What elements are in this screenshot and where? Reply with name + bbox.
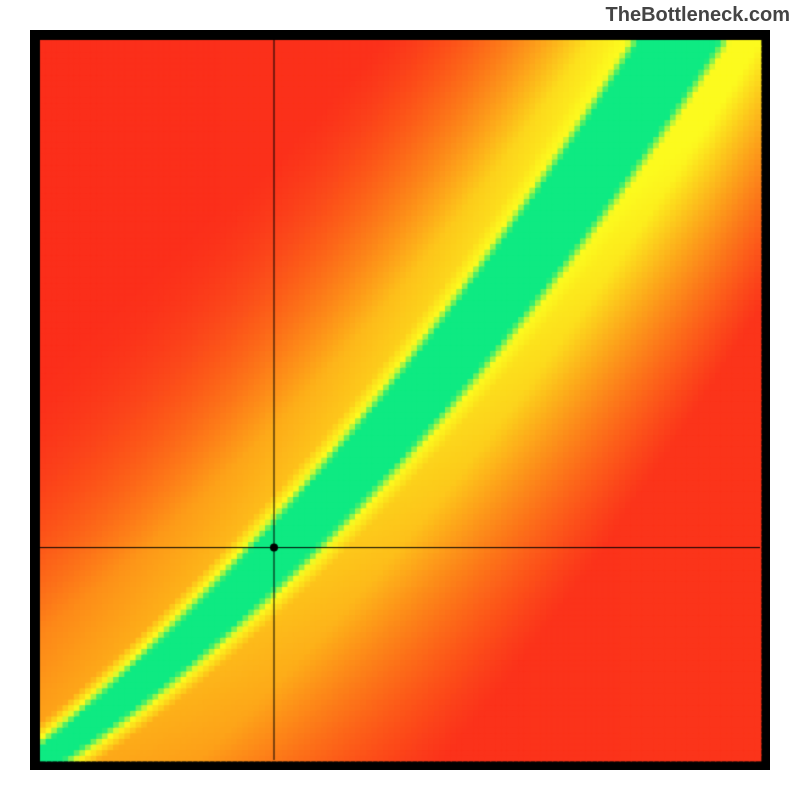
- heatmap-canvas: [30, 30, 770, 770]
- watermark-text: TheBottleneck.com: [606, 4, 790, 27]
- heatmap-plot: [30, 30, 770, 770]
